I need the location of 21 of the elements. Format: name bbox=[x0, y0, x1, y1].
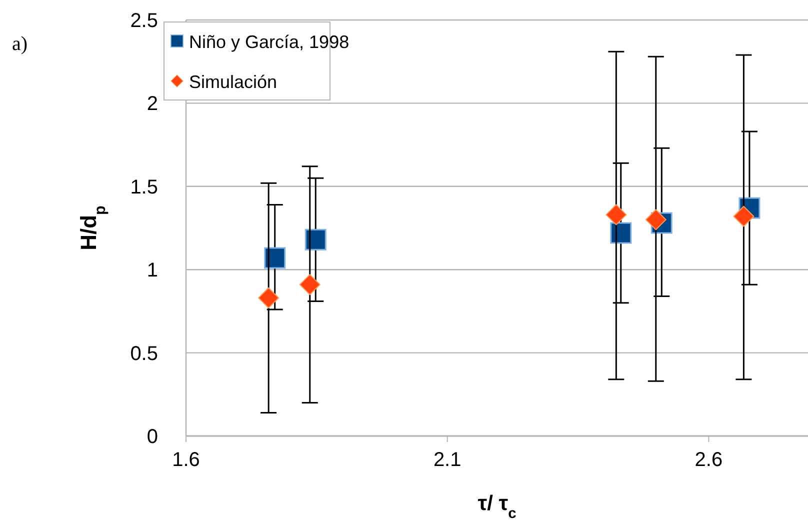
y-tick-label: 2 bbox=[146, 93, 158, 116]
point bbox=[606, 204, 627, 226]
point bbox=[264, 247, 286, 269]
y-tick-label: 2.5 bbox=[130, 10, 158, 32]
point bbox=[299, 274, 320, 296]
y-tick-label: 0.5 bbox=[130, 342, 158, 365]
text: a) bbox=[12, 33, 28, 55]
point bbox=[733, 206, 754, 227]
point bbox=[258, 287, 280, 308]
y-tick-label: 1 bbox=[146, 260, 158, 282]
point bbox=[645, 209, 666, 230]
legend-label: Simulación bbox=[189, 72, 278, 92]
point bbox=[610, 222, 632, 244]
x-tick-label: 2.1 bbox=[433, 449, 462, 471]
x-axis-title: τ/ τ$_{c}$ bbox=[478, 492, 516, 520]
y-tick-label: 0 bbox=[146, 426, 158, 448]
x-tick-label: 1.6 bbox=[172, 449, 200, 471]
point bbox=[304, 228, 326, 250]
x-tick-label: 2.6 bbox=[694, 449, 723, 471]
legend-label: Niño y García, 1998 bbox=[189, 32, 350, 52]
y-tick-label: 1.5 bbox=[130, 176, 158, 198]
